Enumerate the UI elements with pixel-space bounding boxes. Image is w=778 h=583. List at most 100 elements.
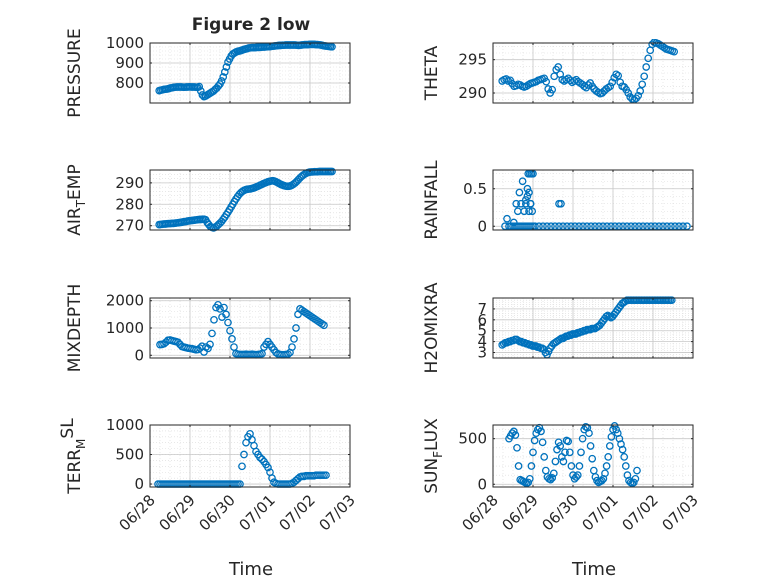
data-point (647, 222, 655, 231)
subplot-mixdepth: 0 1000 2000 MIXDEPTH (65, 284, 351, 372)
data-point (608, 78, 617, 87)
data-point (268, 474, 276, 482)
data-point (606, 82, 615, 91)
data-point (540, 453, 549, 461)
data-point (619, 222, 627, 231)
data-point (528, 207, 537, 216)
y-tick-label: 290 (458, 84, 487, 102)
data-point (531, 222, 539, 231)
y-tick-label: 0 (134, 475, 144, 493)
y-tick-label: 3 (477, 344, 487, 362)
data-point (607, 222, 615, 231)
data-point (258, 349, 266, 358)
x-tick-label: 07/02 (276, 491, 319, 534)
y-tick-label: 800 (115, 74, 144, 92)
y-tick-label: 500 (458, 430, 487, 448)
y-tick-label: 7 (477, 300, 487, 318)
y-tick-label: 1000 (106, 416, 144, 434)
x-axis-label-right: Time (571, 559, 616, 580)
y-tick-label: 2000 (106, 292, 144, 310)
data-point (515, 188, 524, 197)
data-point (610, 422, 619, 430)
data-point (655, 222, 663, 231)
data-point (264, 463, 272, 472)
data-point (607, 433, 616, 441)
data-point (523, 184, 532, 193)
data-point (523, 192, 532, 201)
data-point (579, 222, 587, 231)
axes-box (492, 424, 694, 488)
data-point (615, 222, 623, 231)
data-point (555, 222, 563, 231)
data-point (623, 222, 631, 231)
data-point (591, 473, 600, 481)
data-point (611, 222, 619, 231)
axes-box (492, 42, 694, 104)
y-tick-label: 295 (458, 51, 487, 69)
data-point (539, 222, 547, 231)
data-point (284, 350, 292, 359)
data-point (586, 442, 595, 450)
y-axis-label: PRESSURE (65, 28, 85, 117)
x-tick-label: 07/02 (619, 491, 662, 534)
x-tick-label: 06/28 (459, 491, 502, 534)
y-tick-label: 270 (115, 217, 144, 235)
data-point (679, 222, 687, 231)
data-point (514, 462, 523, 470)
data-point (595, 222, 603, 231)
data-point (548, 474, 557, 482)
data-point (517, 199, 525, 208)
data-point (328, 167, 336, 176)
data-point (614, 71, 623, 80)
y-axis-label: THETA (422, 45, 442, 101)
data-point (530, 436, 539, 445)
data-point (603, 222, 611, 231)
data-point (521, 199, 530, 208)
data-point (538, 438, 547, 447)
data-point (631, 222, 639, 231)
axes-box (149, 424, 351, 488)
data-point (612, 425, 621, 434)
data-point (196, 87, 205, 95)
data-point (667, 296, 676, 305)
data-point (524, 478, 533, 487)
data-point (565, 448, 574, 457)
data-point (529, 448, 537, 457)
data-point (556, 442, 565, 450)
y-axis-label: H2OMIXRA (422, 282, 442, 373)
data-point (627, 222, 635, 231)
data-point (629, 478, 638, 487)
series-markers (155, 167, 336, 232)
y-axis-label: AIRTEMP (65, 164, 88, 235)
y-tick-label: 290 (115, 174, 144, 192)
data-point (547, 222, 555, 231)
x-tick-label: 07/01 (579, 491, 622, 534)
subplot-sun: 0 500 SUNFLUX 06/2806/2906/3007/0107/0207/0… (422, 418, 702, 535)
data-point (216, 305, 224, 313)
data-point (631, 474, 640, 483)
data-point (220, 303, 228, 312)
data-point (222, 63, 231, 71)
data-point (578, 434, 587, 443)
series-markers (501, 169, 691, 231)
data-point (597, 476, 606, 485)
data-point (584, 81, 593, 89)
data-point (634, 91, 643, 100)
data-point (511, 431, 520, 439)
data-point (546, 475, 555, 484)
data-point (222, 310, 230, 319)
x-tick-label: 07/03 (659, 491, 702, 534)
data-point (675, 222, 683, 231)
data-point (226, 326, 234, 335)
y-tick-label: 1000 (106, 34, 144, 52)
y-tick-label: 1000 (106, 319, 144, 337)
data-point (554, 63, 563, 71)
data-point (174, 338, 182, 347)
data-point (575, 462, 584, 470)
axes-box (149, 169, 351, 231)
data-point (217, 77, 226, 85)
data-point (567, 462, 576, 470)
data-point (204, 344, 212, 353)
data-point (616, 78, 625, 87)
data-point (567, 222, 575, 231)
